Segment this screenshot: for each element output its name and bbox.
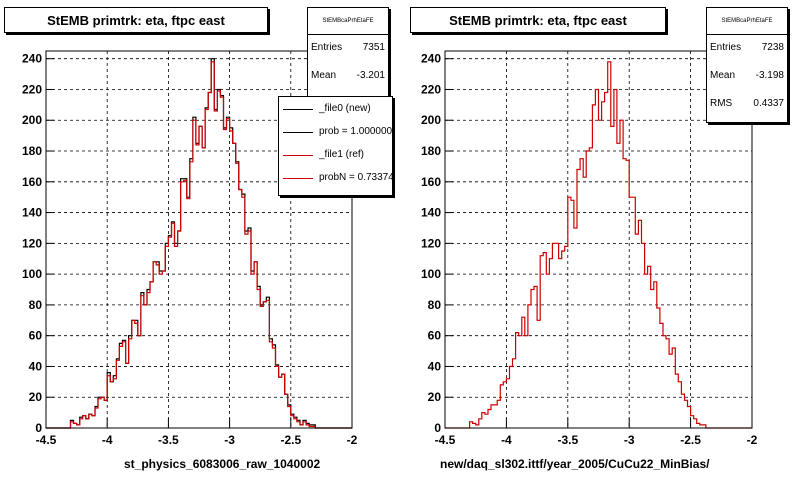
x-tick-label: -4	[102, 433, 113, 447]
plot-frame	[45, 50, 353, 429]
y-tick-label: 200	[421, 113, 441, 127]
x-tick-label: -2	[747, 433, 758, 447]
legend-entry: _file0 (new)	[279, 99, 392, 121]
histogram-right: 0 20 40 60 80 100 120 140 160 180 200 220 240 -4.5 -4 -…	[421, 50, 758, 447]
legend-entry: prob = 1.000000	[279, 122, 392, 144]
x-tick-label: -2	[347, 433, 358, 447]
stats-row: Mean -3.201	[311, 70, 385, 81]
y-tick-label: 0	[434, 421, 441, 435]
y-tick-label: 160	[421, 175, 441, 189]
x-axis-label-right: new/daq_sl302.ittf/year_2005/CuCu22_MinB…	[440, 457, 710, 471]
y-tick-label: 80	[29, 298, 43, 312]
x-axis-label-left: st_physics_6083006_raw_1040002	[124, 457, 321, 471]
legend-left: _file0 (new) prob = 1.000000 _file1 (ref…	[278, 96, 393, 196]
stats-box-right: StEMBcaPrhEtaFE Entries 7238 Mean -3.198 R…	[706, 7, 788, 123]
x-tick-label: -3	[224, 433, 235, 447]
y-tick-label: 40	[29, 359, 43, 373]
stats-box-left: StEMBcaPrhEtaFE Entries 7351 Mean -3.201	[307, 7, 389, 101]
y-tick-label: 40	[428, 359, 442, 373]
y-tick-label: 0	[35, 421, 42, 435]
stats-row: RMS 0.4337	[710, 98, 784, 109]
x-tick-label: -3.5	[557, 433, 578, 447]
histogram-series-0	[445, 61, 752, 429]
stats-row: Entries 7238	[710, 42, 784, 53]
x-tick-label: -4	[501, 433, 512, 447]
stats-row: Entries 7351	[311, 42, 385, 53]
x-tick-label: -4.5	[36, 433, 57, 447]
y-tick-label: 140	[421, 206, 441, 220]
y-tick-label: 20	[29, 390, 43, 404]
legend-entry: probN = 0.733742	[279, 168, 392, 190]
x-tick-label: -4.5	[435, 433, 456, 447]
stats-header-right: StEMBcaPrhEtaFE	[707, 8, 787, 35]
y-tick-label: 20	[428, 390, 442, 404]
y-tick-label: 160	[22, 175, 42, 189]
y-tick-label: 60	[428, 329, 442, 343]
y-tick-label: 100	[421, 267, 441, 281]
x-tick-label: -3	[624, 433, 635, 447]
y-tick-label: 200	[22, 113, 42, 127]
x-tick-label: -2.5	[280, 433, 301, 447]
plot-title-right: StEMB primtrk: eta, ftpc east	[410, 7, 666, 33]
y-tick-label: 120	[421, 236, 441, 250]
y-tick-label: 120	[22, 236, 42, 250]
y-tick-label: 60	[29, 329, 43, 343]
stats-row: Mean -3.198	[710, 70, 784, 81]
y-tick-label: 140	[22, 206, 42, 220]
x-tick-label: -2.5	[680, 433, 701, 447]
y-tick-label: 180	[421, 144, 441, 158]
x-tick-label: -3.5	[158, 433, 179, 447]
legend-entry: _file1 (ref)	[279, 145, 392, 167]
histogram-series-1	[46, 61, 352, 429]
y-tick-label: 240	[22, 52, 42, 66]
plot-frame	[444, 50, 753, 429]
y-tick-label: 80	[428, 298, 442, 312]
stats-header-left: StEMBcaPrhEtaFE	[308, 8, 388, 35]
y-tick-label: 180	[22, 144, 42, 158]
y-tick-label: 220	[421, 82, 441, 96]
y-tick-label: 240	[421, 52, 441, 66]
plot-title-left: StEMB primtrk: eta, ftpc east	[4, 7, 268, 33]
y-tick-label: 100	[22, 267, 42, 281]
y-tick-label: 220	[22, 82, 42, 96]
